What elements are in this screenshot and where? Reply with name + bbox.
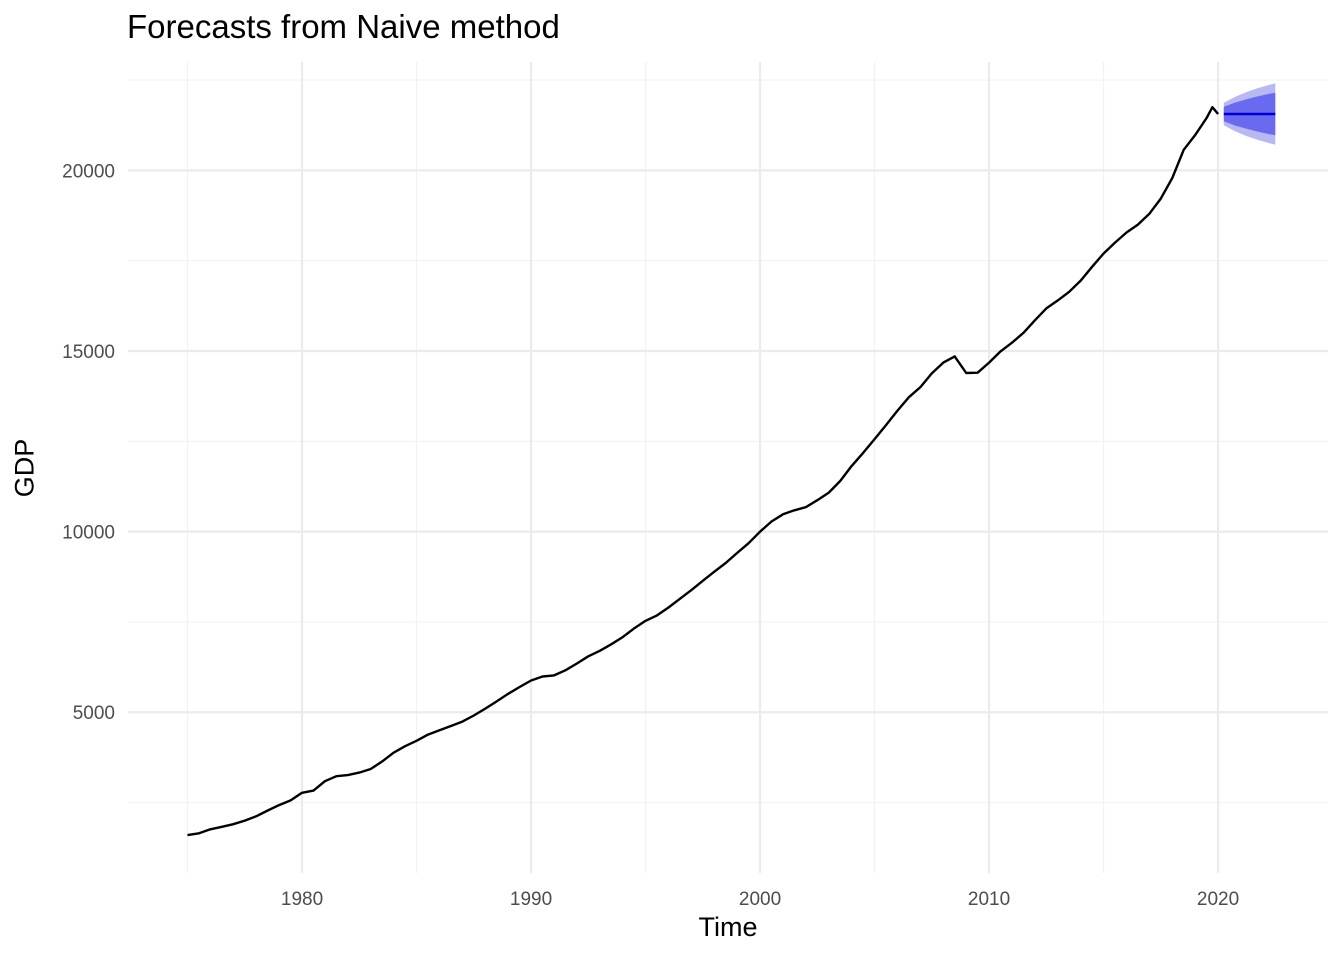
x-tick-label: 2010	[968, 889, 1010, 910]
x-tick-label: 2000	[739, 889, 781, 910]
y-axis-label: GDP	[9, 438, 40, 498]
x-tick-label: 1990	[510, 889, 552, 910]
x-tick-labels: 1980 1990 2000 2010 2020	[281, 889, 1239, 910]
y-tick-label: 20000	[62, 161, 115, 182]
x-axis-label: Time	[698, 912, 758, 942]
y-tick-labels: 5000 10000 15000 20000	[62, 161, 115, 724]
x-tick-label: 2020	[1197, 889, 1239, 910]
major-gridlines	[128, 62, 1328, 873]
minor-gridlines	[128, 62, 1328, 873]
gdp-series-line	[187, 106, 1220, 837]
chart-title: Forecasts from Naive method	[127, 8, 560, 45]
x-tick-label: 1980	[281, 889, 323, 910]
y-tick-label: 15000	[62, 342, 115, 363]
y-tick-label: 10000	[62, 523, 115, 544]
y-tick-label: 5000	[73, 703, 115, 724]
series-lines	[187, 106, 1276, 837]
